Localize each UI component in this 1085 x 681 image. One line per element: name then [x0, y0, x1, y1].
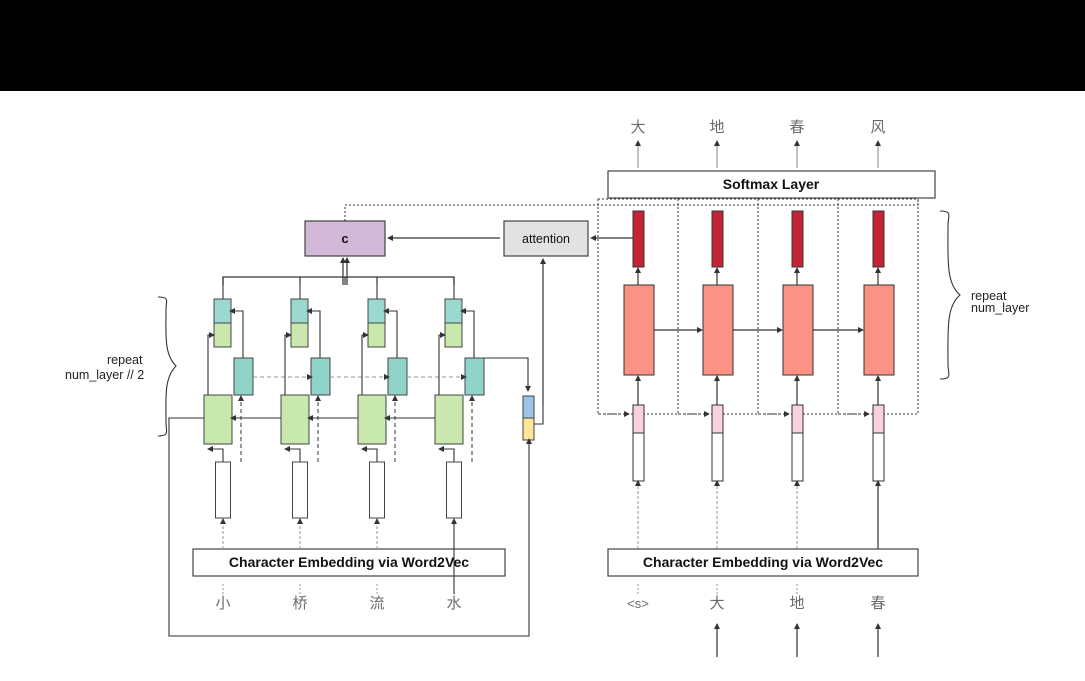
svg-text:小: 小: [215, 595, 230, 612]
svg-text:流: 流: [369, 595, 384, 612]
svg-text:大: 大: [709, 595, 724, 612]
svg-text:春: 春: [870, 595, 885, 612]
svg-text:Character Embedding via Word2V: Character Embedding via Word2Vec: [229, 554, 469, 570]
svg-text:桥: 桥: [292, 595, 307, 612]
svg-text:Character Embedding via Word2V: Character Embedding via Word2Vec: [643, 554, 883, 570]
svg-text:地: 地: [709, 119, 724, 136]
svg-text:c: c: [341, 231, 348, 246]
svg-text:repeat: repeat: [107, 353, 143, 367]
svg-text:风: 风: [870, 119, 885, 136]
svg-text:水: 水: [446, 595, 461, 612]
svg-text:num_layer: num_layer: [971, 301, 1029, 315]
svg-text:春: 春: [789, 119, 804, 136]
svg-text:Softmax Layer: Softmax Layer: [723, 176, 820, 192]
svg-text:attention: attention: [522, 232, 570, 246]
svg-text:地: 地: [789, 595, 804, 612]
svg-text:大: 大: [630, 119, 645, 136]
svg-text:<s>: <s>: [627, 596, 649, 611]
svg-text:num_layer // 2: num_layer // 2: [65, 368, 144, 382]
